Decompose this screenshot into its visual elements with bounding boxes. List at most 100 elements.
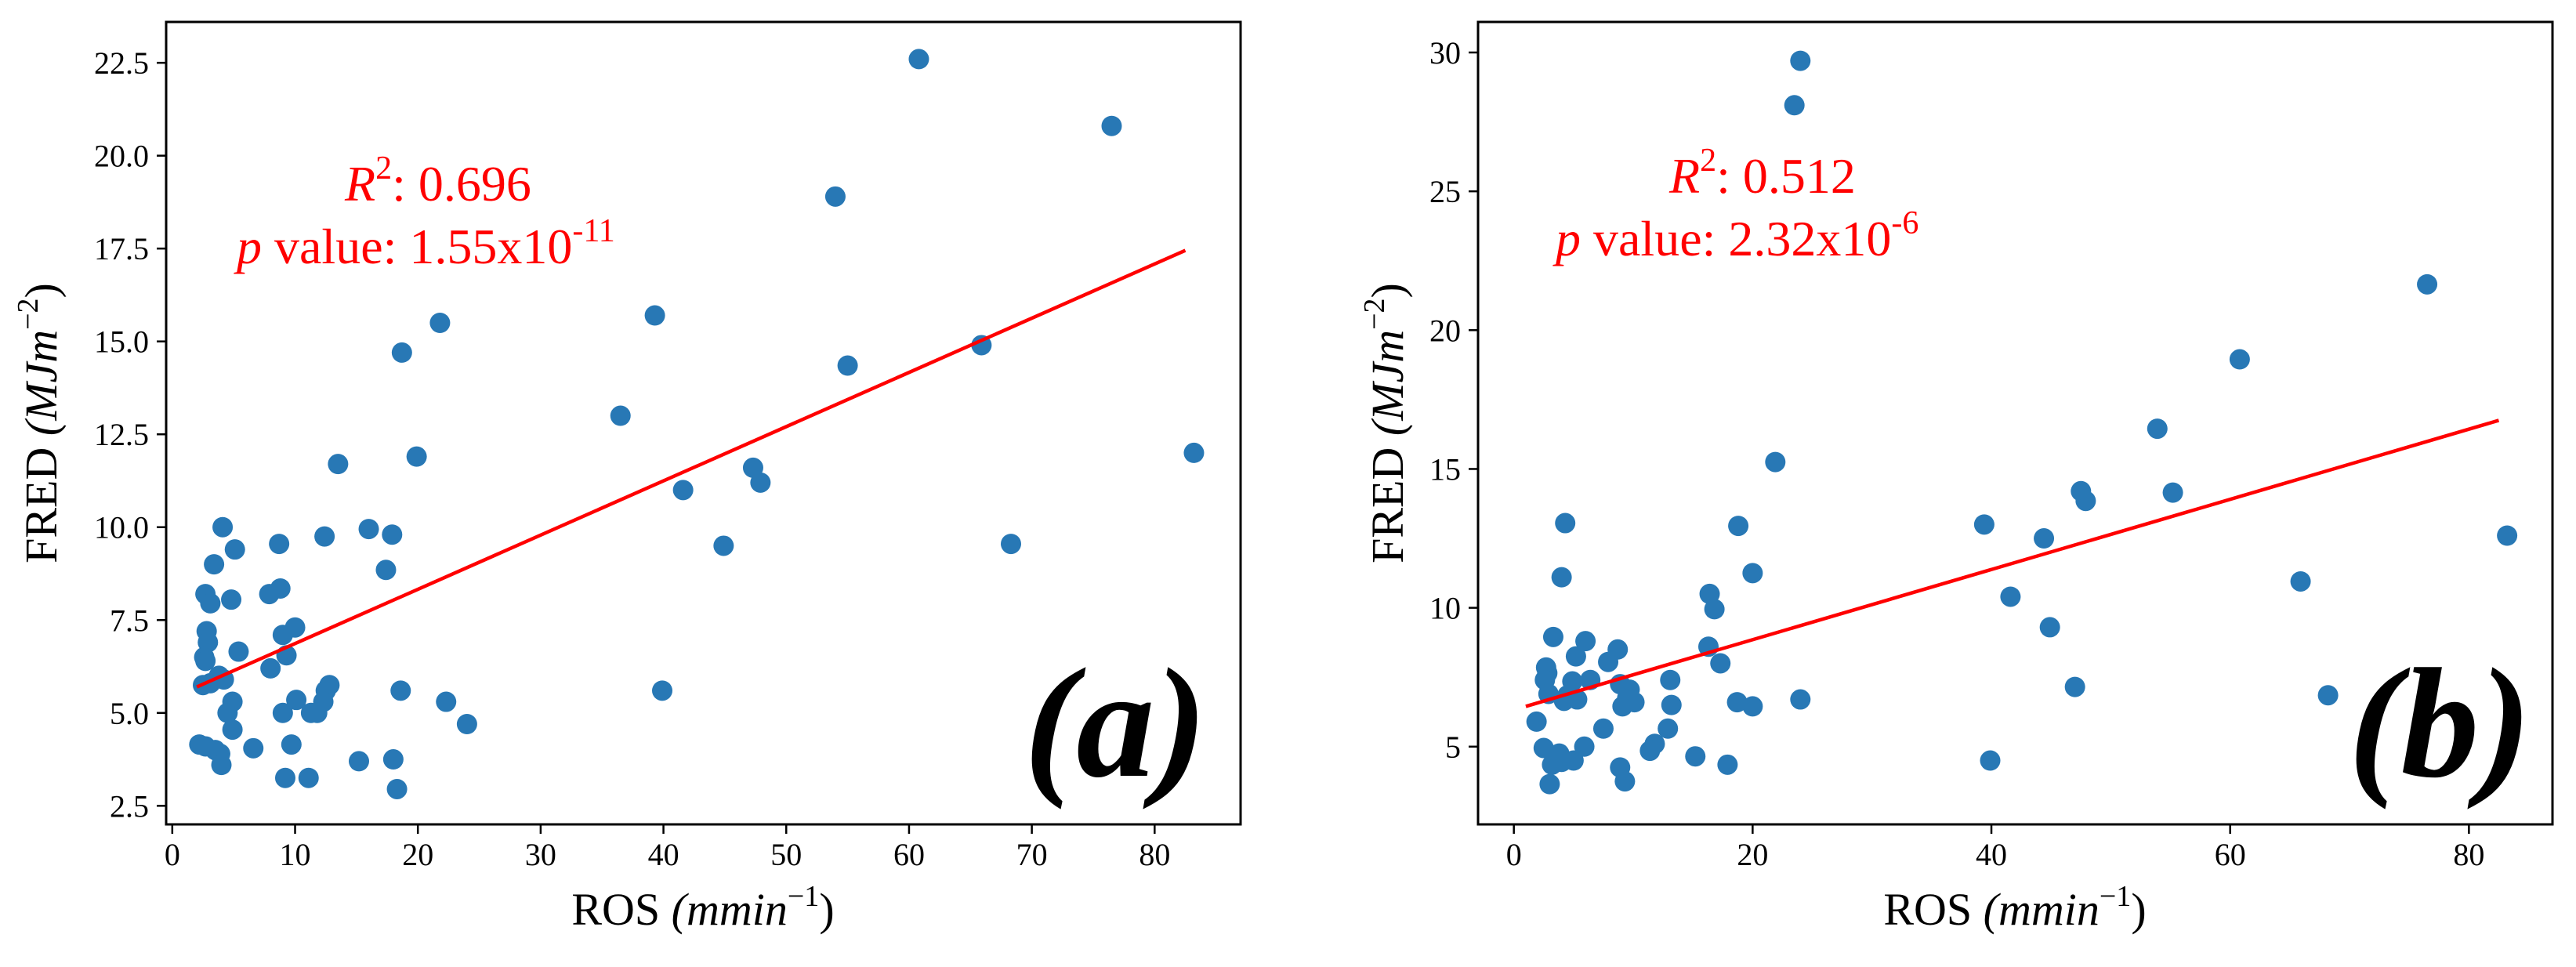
data-point-b-4 [2147,418,2168,440]
fit-line-a [196,248,1187,689]
y-tick-label-b-2: 15 [1429,451,1461,487]
y-tick-label-a-0: 2.5 [110,788,149,824]
data-point-b-16 [2290,570,2311,592]
data-point-b-60 [1717,754,1738,775]
data-point-a-20 [1000,534,1021,555]
data-point-b-49 [1592,718,1614,739]
scatter-points-b [1526,50,2518,795]
data-point-a-60 [243,737,264,759]
data-point-a-47 [436,691,457,712]
x-tick-label-b-0: 0 [1506,837,1522,872]
y-axis-label-b: FRED (MJm−2) [1358,283,1413,563]
data-point-b-25 [1565,646,1586,667]
data-point-b-45 [1742,696,1763,717]
data-point-a-52 [300,702,321,723]
data-point-b-2 [2417,273,2438,295]
panel-b: 0 20 40 60 80 5 10 15 20 25 30 R2: 0.512 p value: … [1358,20,2554,935]
data-point-b-58 [1563,750,1584,771]
data-point-b-63 [1539,773,1560,795]
data-point-b-55 [1533,737,1554,759]
data-point-b-20 [2039,617,2060,638]
y-tick-label-a-3: 10.0 [94,510,149,545]
data-point-a-63 [348,751,369,772]
data-point-a-54 [217,702,238,723]
data-point-a-5 [837,355,858,376]
y-tick-label-b-3: 20 [1429,313,1461,348]
data-point-b-12 [2497,525,2518,546]
data-point-a-13 [750,472,771,493]
data-point-b-13 [2034,528,2055,549]
data-point-a-64 [382,749,404,770]
plot-frame-b [1476,20,2554,826]
data-point-a-66 [274,767,295,788]
data-point-a-34 [228,641,249,662]
y-axis-label-a: FRED (MJm−2) [12,283,67,563]
y-tick-label-b-4: 25 [1429,174,1461,209]
x-tick-label-b-2: 40 [1976,837,2007,872]
data-point-a-1 [1101,115,1122,136]
data-point-b-0 [1790,50,1811,71]
panel-label-b: (b) [2349,637,2531,810]
data-point-b-65 [1574,736,1595,757]
panel-label-a: (a) [1024,637,1207,810]
y-tick-label-a-7: 20.0 [94,139,149,174]
data-point-b-47 [1612,696,1633,717]
fit-line-b [1525,418,2500,708]
data-point-a-49 [286,690,307,711]
x-tick-label-a-6: 60 [893,837,925,872]
data-point-a-28 [200,592,221,614]
data-point-a-9 [1183,442,1205,463]
x-axis-label-b: ROS (mmin−1) [1883,880,2146,935]
data-point-a-67 [298,767,319,788]
data-point-a-6 [429,313,451,333]
data-point-a-14 [672,480,694,501]
data-point-a-10 [406,446,427,467]
x-axis-label-a: ROS (mmin−1) [571,880,834,935]
data-point-b-18 [2000,586,2021,607]
data-point-b-5 [1765,451,1786,473]
y-tick-label-a-2: 7.5 [110,603,149,638]
data-point-a-23 [204,554,225,575]
data-point-a-7 [391,342,412,363]
x-tick-label-a-1: 10 [280,837,311,872]
data-point-a-45 [390,680,411,701]
data-point-a-24 [375,560,397,581]
data-point-a-3 [644,305,665,326]
data-point-a-65 [211,755,232,776]
y-tick-label-b-1: 10 [1429,591,1461,626]
data-point-b-61 [1980,750,2001,771]
data-point-b-10 [1973,514,1994,535]
ticks-a: 0 10 20 30 40 50 60 70 80 2.5 5.0 7.5 10.0 12.5 15.0 17… [94,45,1170,872]
data-point-a-0 [908,49,929,70]
x-tick-label-b-4: 80 [2453,837,2484,872]
data-point-a-32 [272,625,293,646]
regression-line-a [196,248,1187,689]
data-point-b-3 [2229,349,2250,370]
data-point-a-26 [259,584,280,605]
x-tick-label-b-1: 20 [1737,837,1768,872]
data-point-a-61 [281,734,302,755]
data-point-a-37 [195,650,216,672]
r2-annotation-a: R2: 0.696 [344,150,531,212]
data-point-a-55 [456,714,477,734]
data-point-a-38 [260,657,281,679]
y-tick-label-a-8: 22.5 [94,45,149,81]
data-point-b-53 [1639,741,1661,762]
ticks-b: 0 20 40 60 80 5 10 15 20 25 30 [1429,35,2484,872]
data-point-b-15 [1551,567,1572,588]
data-point-b-26 [1598,651,1619,672]
p-value-annotation-a: p value: 1.55x10-11 [234,213,615,274]
p-value-annotation-b: p value: 2.32x10-6 [1552,205,1918,266]
y-tick-label-a-6: 17.5 [94,231,149,266]
r2-annotation-b: R2: 0.512 [1668,143,1856,204]
data-point-a-56 [222,719,243,741]
x-tick-label-a-4: 40 [648,837,679,872]
data-point-a-8 [610,405,631,426]
data-point-a-68 [386,778,408,799]
data-point-b-64 [1614,771,1636,792]
y-tick-label-b-0: 5 [1445,730,1461,765]
data-point-a-22 [224,539,245,560]
x-tick-label-a-8: 80 [1139,837,1170,872]
x-tick-label-a-7: 70 [1016,837,1048,872]
